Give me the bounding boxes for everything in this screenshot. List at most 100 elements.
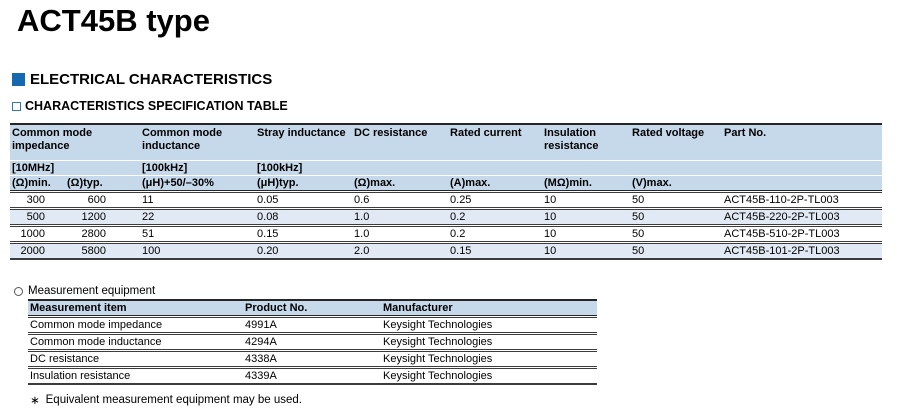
col-header-rated-current: Rated current: [448, 123, 543, 160]
col-header-product-no: Product No.: [243, 299, 381, 316]
cell: 0.08: [255, 209, 353, 225]
freq-cell: [10MHz]: [10, 161, 141, 175]
unit-cell: (Ω)typ.: [65, 176, 141, 191]
freq-cell: [100kHz]: [140, 161, 256, 175]
spec-header-frequencies: [10MHz] [100kHz] [100kHz]: [10, 161, 883, 175]
asterisk-icon: ∗: [30, 395, 40, 407]
cell: 11: [140, 192, 256, 208]
spec-row: 1000 2800 51 0.15 1.0 0.2 10 50 ACT45B-5…: [10, 226, 883, 242]
col-header-part-no: Part No.: [722, 123, 883, 160]
equipment-footnote-text: Equivalent measurement equipment may be …: [45, 394, 302, 406]
col-header-stray-inductance: Stray inductance: [255, 123, 353, 160]
unit-cell: (MΩ)min.: [542, 176, 631, 191]
cell: 1200: [65, 209, 141, 225]
cell: 0.15: [255, 226, 353, 242]
cell: 600: [65, 192, 141, 208]
measurement-table: Measurement item Product No. Manufacture…: [28, 298, 597, 386]
cell: 50: [630, 243, 723, 260]
spec-row: 500 1200 22 0.08 1.0 0.2 10 50 ACT45B-22…: [10, 209, 883, 225]
cell: 0.2: [448, 226, 543, 242]
cell: Keysight Technologies: [381, 334, 597, 350]
cell: Keysight Technologies: [381, 368, 597, 385]
cell: 500: [10, 209, 65, 225]
freq-cell: [100kHz]: [255, 161, 353, 175]
freq-cell: [352, 161, 449, 175]
cell: 51: [140, 226, 256, 242]
cell: 0.15: [448, 243, 543, 260]
col-header-dc-resistance: DC resistance: [352, 123, 449, 160]
col-header-measurement-item: Measurement item: [28, 299, 243, 316]
spec-table: Common mode impedance Common mode induct…: [10, 122, 883, 261]
cell: 4339A: [243, 368, 381, 385]
cell: Keysight Technologies: [381, 317, 597, 333]
unit-cell: (Ω)max.: [352, 176, 449, 191]
measurement-row: Insulation resistance 4339A Keysight Tec…: [28, 368, 597, 385]
spec-row: 300 600 11 0.05 0.6 0.25 10 50 ACT45B-11…: [10, 192, 883, 208]
cell: 0.6: [352, 192, 449, 208]
freq-cell: [630, 161, 723, 175]
cell: 1.0: [352, 209, 449, 225]
outline-square-icon: [12, 101, 21, 111]
col-header-common-mode-impedance: Common mode impedance: [10, 123, 141, 160]
cell: 0.05: [255, 192, 353, 208]
cell: ACT45B-101-2P-TL003: [722, 243, 883, 260]
section-heading-spec-label: CHARACTERISTICS SPECIFICATION TABLE: [25, 99, 288, 113]
section-heading-electrical: ELECTRICAL CHARACTERISTICS: [12, 71, 272, 88]
cell: Insulation resistance: [28, 368, 243, 385]
unit-cell: (A)max.: [448, 176, 543, 191]
measurement-row: DC resistance 4338A Keysight Technologie…: [28, 351, 597, 367]
freq-cell: [722, 161, 883, 175]
cell: 4338A: [243, 351, 381, 367]
measurement-equipment-label: Measurement equipment: [28, 285, 156, 297]
equipment-footnote: ∗ Equivalent measurement equipment may b…: [30, 393, 302, 407]
cell: 0.2: [448, 209, 543, 225]
cell: 4991A: [243, 317, 381, 333]
cell: 10: [542, 192, 631, 208]
unit-cell: (μH)typ.: [255, 176, 353, 191]
cell: 2.0: [352, 243, 449, 260]
cell: 10: [542, 243, 631, 260]
unit-cell: [722, 176, 883, 191]
page-title: ACT45B type: [17, 3, 210, 38]
measurement-row: Common mode inductance 4294A Keysight Te…: [28, 334, 597, 350]
cell: ACT45B-110-2P-TL003: [722, 192, 883, 208]
cell: 2000: [10, 243, 65, 260]
section-heading-spec-table: CHARACTERISTICS SPECIFICATION TABLE: [12, 99, 288, 113]
unit-cell: (V)max.: [630, 176, 723, 191]
cell: 50: [630, 192, 723, 208]
cell: 300: [10, 192, 65, 208]
measurement-header-row: Measurement item Product No. Manufacture…: [28, 299, 597, 316]
cell: 100: [140, 243, 256, 260]
filled-square-icon: [12, 73, 25, 86]
freq-cell: [542, 161, 631, 175]
freq-cell: [448, 161, 543, 175]
measurement-equipment-heading: Measurement equipment: [14, 285, 155, 297]
cell: Keysight Technologies: [381, 351, 597, 367]
unit-cell: (μH)+50/–30%: [140, 176, 256, 191]
cell: ACT45B-220-2P-TL003: [722, 209, 883, 225]
cell: 50: [630, 209, 723, 225]
circle-icon: [14, 286, 23, 296]
cell: 5800: [65, 243, 141, 260]
spec-header-names: Common mode impedance Common mode induct…: [10, 123, 883, 160]
cell: 1.0: [352, 226, 449, 242]
cell: 2800: [65, 226, 141, 242]
cell: Common mode impedance: [28, 317, 243, 333]
cell: 50: [630, 226, 723, 242]
cell: ACT45B-510-2P-TL003: [722, 226, 883, 242]
section-heading-electrical-label: ELECTRICAL CHARACTERISTICS: [30, 71, 273, 88]
cell: 10: [542, 226, 631, 242]
measurement-row: Common mode impedance 4991A Keysight Tec…: [28, 317, 597, 333]
cell: Common mode inductance: [28, 334, 243, 350]
col-header-insulation-resistance: Insulation resistance: [542, 123, 631, 160]
unit-cell: (Ω)min.: [10, 176, 65, 191]
col-header-common-mode-inductance: Common mode inductance: [140, 123, 256, 160]
col-header-rated-voltage: Rated voltage: [630, 123, 723, 160]
cell: DC resistance: [28, 351, 243, 367]
cell: 0.25: [448, 192, 543, 208]
cell: 4294A: [243, 334, 381, 350]
cell: 22: [140, 209, 256, 225]
spec-row: 2000 5800 100 0.20 2.0 0.15 10 50 ACT45B…: [10, 243, 883, 260]
spec-header-units: (Ω)min. (Ω)typ. (μH)+50/–30% (μH)typ. (Ω…: [10, 176, 883, 191]
